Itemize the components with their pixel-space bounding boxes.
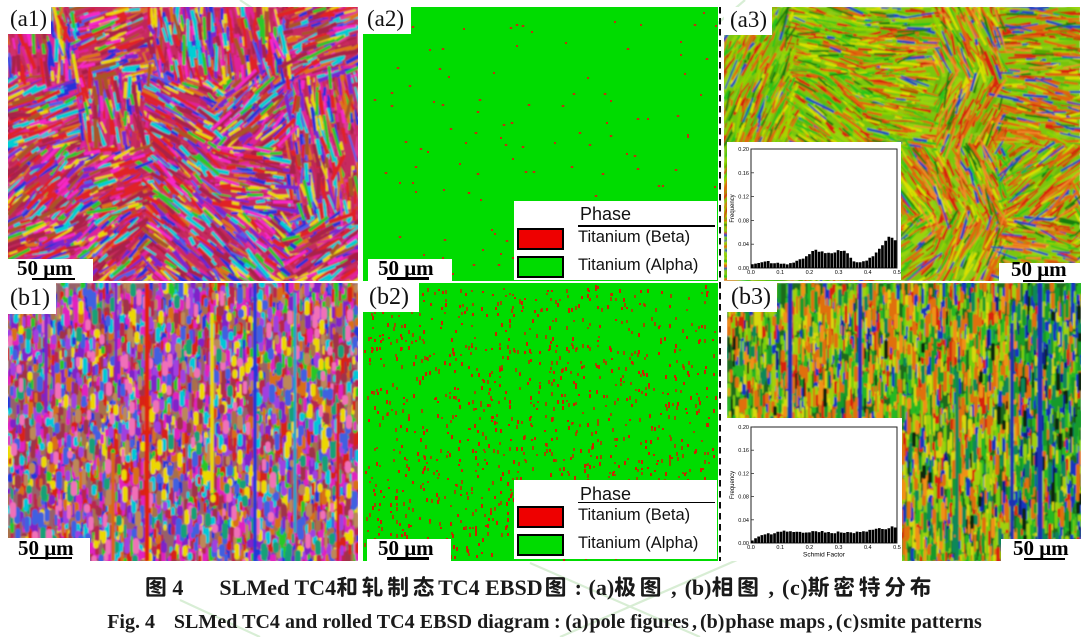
- svg-text:0.4: 0.4: [864, 270, 872, 276]
- svg-text:(b): (b): [685, 575, 712, 600]
- svg-text:0.5: 0.5: [893, 545, 901, 551]
- svg-text:0.2: 0.2: [806, 270, 814, 276]
- svg-text:0.12: 0.12: [738, 471, 749, 477]
- svg-text:,: ,: [769, 575, 775, 600]
- svg-text:0.08: 0.08: [738, 218, 749, 224]
- svg-text:0.12: 0.12: [738, 195, 749, 201]
- svg-text:SLMed TC4: SLMed TC4: [219, 575, 336, 600]
- svg-text:(b): (b): [700, 611, 724, 633]
- svg-text:smite patterns: smite patterns: [860, 611, 982, 633]
- svg-text:Schmid Factor: Schmid Factor: [803, 552, 846, 559]
- svg-text:0.4: 0.4: [864, 545, 872, 551]
- svg-text:0.00: 0.00: [738, 266, 749, 272]
- svg-text::: :: [554, 611, 561, 633]
- svg-text:SLMed TC4 and rolled TC4 EBSD: SLMed TC4 and rolled TC4 EBSD diagram: [174, 611, 550, 633]
- svg-text:Fig. 4: Fig. 4: [107, 611, 155, 633]
- svg-text:0.5: 0.5: [893, 270, 901, 276]
- svg-text::: :: [575, 575, 582, 600]
- svg-text:0.2: 0.2: [806, 545, 814, 551]
- svg-text:(a): (a): [565, 611, 588, 633]
- svg-text:0.0: 0.0: [747, 270, 755, 276]
- svg-text:pole figures: pole figures: [590, 611, 690, 633]
- svg-text:4: 4: [172, 575, 183, 600]
- svg-text:(c): (c): [836, 611, 859, 633]
- svg-text:0.20: 0.20: [738, 425, 749, 431]
- svg-text:0.04: 0.04: [738, 518, 749, 524]
- svg-text:0.08: 0.08: [738, 495, 749, 501]
- svg-text:Frequency: Frequency: [730, 471, 736, 499]
- svg-text:0.00: 0.00: [738, 541, 749, 547]
- svg-text:,: ,: [671, 575, 677, 600]
- svg-text:0.20: 0.20: [738, 147, 749, 153]
- svg-text:0.16: 0.16: [738, 448, 749, 454]
- svg-text:0.1: 0.1: [776, 545, 784, 551]
- svg-text:0.3: 0.3: [835, 545, 843, 551]
- svg-text:,: ,: [828, 611, 833, 633]
- svg-text:,: ,: [692, 611, 697, 633]
- svg-text:0.1: 0.1: [776, 270, 784, 276]
- svg-text:(c): (c): [782, 575, 808, 600]
- svg-text:0.04: 0.04: [738, 242, 749, 248]
- svg-text:0.0: 0.0: [747, 545, 755, 551]
- svg-text:TC4 EBSD: TC4 EBSD: [438, 575, 542, 600]
- svg-text:phase maps: phase maps: [725, 611, 825, 633]
- svg-text:0.16: 0.16: [738, 171, 749, 177]
- svg-text:(a): (a): [589, 575, 615, 600]
- svg-text:Frequency: Frequency: [730, 194, 736, 222]
- svg-text:0.3: 0.3: [835, 270, 843, 276]
